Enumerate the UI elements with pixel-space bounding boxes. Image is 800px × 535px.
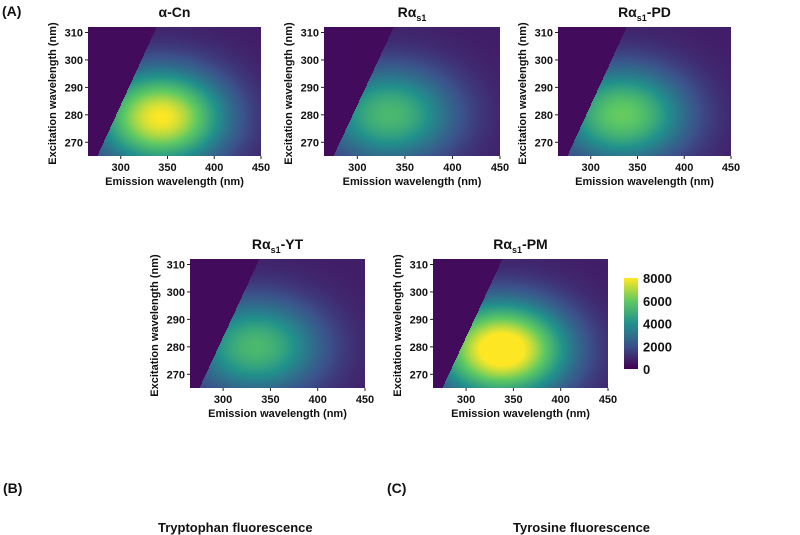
y-tick-label: 290 <box>410 314 428 326</box>
x-tick-label: 300 <box>214 394 232 406</box>
plot-title-r-as1-yt: Rαs1-YT <box>190 236 365 255</box>
y-tick-label: 270 <box>301 137 319 149</box>
plot-title-main: Rα <box>251 236 271 252</box>
x-tick-label: 400 <box>443 162 461 174</box>
y-axis-label: Excitation wavelength (nm) <box>149 254 161 397</box>
x-tick-label: 400 <box>675 162 693 174</box>
plot-title-suffix: -PD <box>646 4 671 20</box>
heatmap-r-as1-pd <box>558 27 731 156</box>
colorbar-tick-label: 6000 <box>643 294 672 309</box>
y-tick-label: 310 <box>535 27 553 39</box>
y-tick-label: 270 <box>65 137 83 149</box>
y-tick-label: 300 <box>410 287 428 299</box>
y-tick-label: 270 <box>410 369 428 381</box>
panel-label-b: (B) <box>3 480 23 496</box>
heatmap-r-as1-pm <box>433 259 608 388</box>
x-tick-label: 350 <box>396 162 414 174</box>
heatmap-r-as1 <box>324 27 500 156</box>
y-tick-label: 280 <box>65 110 83 122</box>
x-tick-label: 350 <box>158 162 176 174</box>
y-tick-label: 270 <box>167 369 185 381</box>
y-tick-label: 310 <box>301 27 319 39</box>
x-tick-label: 400 <box>552 394 570 406</box>
y-tick-label: 280 <box>535 110 553 122</box>
y-axis-label: Excitation wavelength (nm) <box>517 22 529 165</box>
panel-label-c: (C) <box>387 480 407 496</box>
x-tick-label: 450 <box>252 162 270 174</box>
x-axis-label: Emission wavelength (nm) <box>575 176 714 188</box>
y-tick-label: 280 <box>301 110 319 122</box>
y-tick-label: 310 <box>167 259 185 271</box>
y-axis-label: Excitation wavelength (nm) <box>392 254 404 397</box>
panel-label-a: (A) <box>2 3 22 19</box>
plot-title-subscript: s1 <box>512 244 523 255</box>
x-tick-label: 350 <box>261 394 279 406</box>
x-tick-label: 400 <box>205 162 223 174</box>
y-tick-label: 300 <box>65 55 83 67</box>
x-tick-label: 300 <box>112 162 130 174</box>
y-tick-label: 310 <box>65 27 83 39</box>
plot-title-r-as1-pd: Rαs1-PD <box>558 4 731 23</box>
plot-title-subscript: s1 <box>270 244 281 255</box>
heatmap-r-as1-yt <box>190 259 365 388</box>
y-tick-label: 300 <box>535 55 553 67</box>
y-axis-label: Excitation wavelength (nm) <box>283 22 295 165</box>
y-tick-label: 290 <box>65 82 83 94</box>
plot-title-subscript: s1 <box>636 12 647 23</box>
plot-title-main: α-Cn <box>158 4 191 20</box>
plot-title-main: Rα <box>618 4 637 20</box>
plot-title-r-as1-pm: Rαs1-PM <box>433 236 608 255</box>
y-tick-label: 310 <box>410 259 428 271</box>
x-axis-label: Emission wavelength (nm) <box>343 176 482 188</box>
x-tick-label: 450 <box>722 162 740 174</box>
plot-title-main: Rα <box>493 236 513 252</box>
x-axis-label: Emission wavelength (nm) <box>451 408 590 420</box>
colorbar-tick-label: 8000 <box>643 271 672 286</box>
x-tick-label: 300 <box>457 394 475 406</box>
colorbar-tick-label: 2000 <box>643 339 672 354</box>
x-axis-label: Emission wavelength (nm) <box>208 408 347 420</box>
plot-title-main: Rα <box>397 4 417 20</box>
y-tick-label: 280 <box>167 342 185 354</box>
y-tick-label: 290 <box>301 82 319 94</box>
colorbar-tick-label: 4000 <box>643 317 672 332</box>
x-tick-label: 450 <box>491 162 509 174</box>
plot-title-suffix: -YT <box>280 236 304 252</box>
colorbar-tick-label: 0 <box>643 362 650 377</box>
x-tick-label: 350 <box>628 162 646 174</box>
plot-title-a-cn: α-Cn <box>88 4 261 23</box>
x-tick-label: 300 <box>348 162 366 174</box>
y-tick-label: 300 <box>167 287 185 299</box>
x-tick-label: 400 <box>309 394 327 406</box>
x-tick-label: 300 <box>582 162 600 174</box>
y-tick-label: 280 <box>410 342 428 354</box>
plot-title-subscript: s1 <box>416 12 427 23</box>
x-axis-label: Emission wavelength (nm) <box>105 176 244 188</box>
colorbar <box>624 278 638 369</box>
heatmap-a-cn <box>88 27 261 156</box>
plot-title-r-as1: Rαs1 <box>324 4 500 23</box>
x-tick-label: 350 <box>504 394 522 406</box>
y-axis-label: Excitation wavelength (nm) <box>47 22 59 165</box>
x-tick-label: 450 <box>356 394 374 406</box>
plot-title-suffix: -PM <box>522 236 548 252</box>
y-tick-label: 290 <box>167 314 185 326</box>
x-tick-label: 450 <box>599 394 617 406</box>
y-tick-label: 270 <box>535 137 553 149</box>
y-tick-label: 300 <box>301 55 319 67</box>
y-tick-label: 290 <box>535 82 553 94</box>
